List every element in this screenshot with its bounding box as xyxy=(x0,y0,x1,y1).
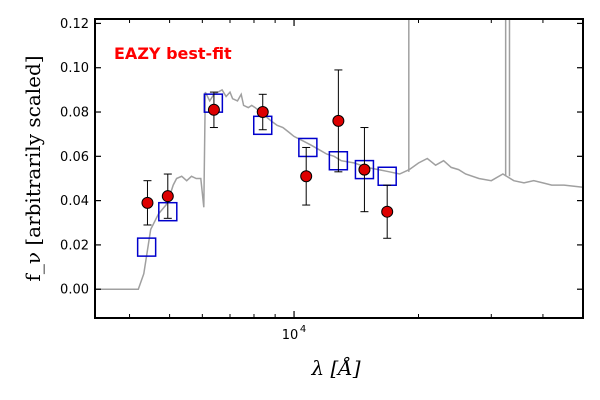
x-axis-label: λ [Å] xyxy=(310,355,360,380)
model-spectrum-line xyxy=(95,88,584,290)
y-tick-label-5: 0.10 xyxy=(60,61,89,76)
observed-flux-point-4 xyxy=(300,170,313,183)
y-tick-label-2: 0.04 xyxy=(60,194,89,209)
observed-flux-point-7 xyxy=(381,205,394,218)
y-tick-label-4: 0.08 xyxy=(60,106,89,121)
observed-flux-point-6 xyxy=(358,163,371,176)
observed-flux-point-5 xyxy=(332,114,345,127)
observed-flux-point-2 xyxy=(207,103,220,116)
observed-flux-point-1 xyxy=(161,190,174,203)
y-tick-label-3: 0.06 xyxy=(60,150,89,165)
eazy-best-fit-label: EAZY best-fit xyxy=(114,44,232,63)
y-tick-label-0: 0.00 xyxy=(60,283,89,298)
y-tick-label-6: 0.12 xyxy=(60,17,89,32)
y-tick-label-1: 0.02 xyxy=(60,238,89,253)
x-tick-label-0: 10 xyxy=(282,328,299,343)
plot-frame xyxy=(94,18,584,319)
observed-flux-point-0 xyxy=(141,196,154,209)
observed-flux-point-3 xyxy=(256,106,269,119)
y-axis-label: f_ν [arbitrarily scaled] xyxy=(21,55,45,281)
model-flux-square-4 xyxy=(298,137,318,158)
model-flux-square-0 xyxy=(136,237,157,257)
x-tick-exponent-0: 4 xyxy=(300,324,306,335)
